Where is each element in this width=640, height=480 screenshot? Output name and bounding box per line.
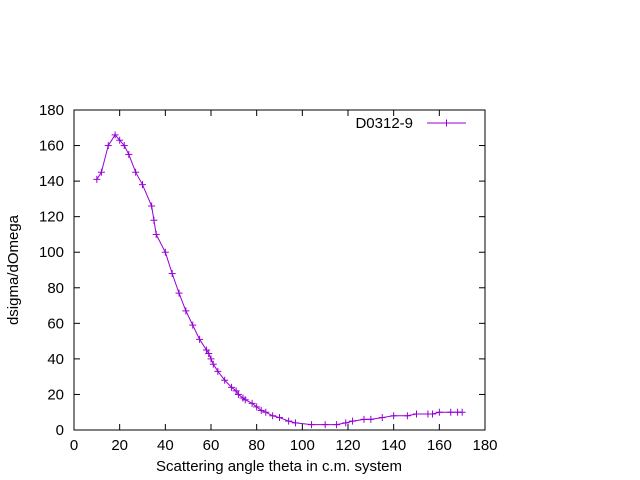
data-point	[321, 421, 329, 429]
y-axis-label: dsigma/dOmega	[5, 214, 22, 325]
y-tick-label: 100	[39, 244, 64, 261]
data-point	[125, 150, 133, 158]
data-point	[139, 181, 146, 189]
data-point	[403, 412, 411, 420]
data-point	[148, 202, 156, 210]
x-tick-label: 100	[290, 437, 315, 454]
data-point	[116, 136, 124, 144]
data-point	[232, 387, 240, 395]
data-point	[97, 168, 105, 176]
data-point	[175, 289, 183, 297]
y-tick-labels: 0 20 40 60 80 100 120 140 160 180	[39, 102, 64, 439]
data-point	[413, 410, 420, 418]
data-point	[285, 417, 293, 425]
data-point	[221, 376, 229, 384]
legend: D0312-9	[355, 115, 466, 132]
data-point	[342, 419, 350, 427]
data-point	[234, 390, 242, 398]
data-point	[428, 410, 436, 418]
data-point	[253, 403, 261, 411]
plot-frame	[73, 109, 486, 431]
data-point	[367, 415, 375, 423]
x-tick-label: 60	[203, 437, 220, 454]
x-tick-label: 0	[70, 437, 78, 454]
data-point	[214, 367, 222, 375]
y-tick-label: 80	[47, 280, 64, 297]
data-point	[458, 408, 466, 416]
y-tick-label: 0	[56, 422, 64, 439]
x-tick-label: 160	[427, 437, 452, 454]
data-point	[202, 346, 210, 354]
data-point	[132, 168, 140, 176]
data-point	[241, 396, 249, 404]
y-tick-label: 120	[39, 209, 64, 226]
data-point	[152, 230, 160, 238]
data-point	[189, 321, 197, 329]
x-tick-label: 120	[335, 437, 360, 454]
data-point	[378, 414, 386, 422]
data-point	[161, 248, 169, 256]
data-point	[291, 419, 299, 427]
data-point	[276, 414, 283, 422]
data-point	[104, 142, 112, 150]
data-point	[333, 421, 341, 429]
data-point	[262, 408, 270, 416]
data-point	[349, 417, 357, 425]
series-layer	[93, 131, 466, 429]
axis-ticks	[73, 109, 486, 431]
data-point	[307, 421, 315, 429]
data-point	[207, 355, 215, 363]
x-tick-labels: 0 20 40 60 80 100 120 140 160 180	[70, 437, 498, 454]
data-point	[248, 399, 256, 407]
y-tick-label: 140	[39, 173, 64, 190]
x-tick-label: 20	[111, 437, 128, 454]
data-point	[390, 412, 398, 420]
y-tick-label: 20	[47, 386, 64, 403]
data-point	[209, 360, 217, 368]
y-tick-label: 40	[47, 351, 64, 368]
data-point	[196, 335, 204, 343]
data-point	[447, 408, 455, 416]
legend-label: D0312-9	[355, 115, 413, 132]
data-point	[111, 131, 119, 139]
data-point	[257, 406, 265, 414]
legend-marker	[443, 119, 450, 127]
y-tick-label: 180	[39, 102, 64, 119]
data-point	[435, 408, 443, 416]
data-point	[150, 216, 158, 224]
series-line	[96, 134, 463, 426]
x-tick-label: 140	[381, 437, 406, 454]
data-point	[93, 175, 101, 183]
x-axis-label: Scattering angle theta in c.m. system	[156, 458, 402, 475]
y-tick-label: 60	[47, 315, 64, 332]
data-point	[205, 350, 213, 358]
data-point	[120, 142, 128, 150]
x-tick-label: 80	[248, 437, 265, 454]
y-tick-label: 160	[39, 138, 64, 155]
data-point	[168, 270, 176, 278]
x-tick-label: 180	[472, 437, 497, 454]
data-point	[360, 415, 368, 423]
data-point	[182, 307, 190, 315]
x-tick-label: 40	[157, 437, 174, 454]
data-point	[269, 412, 277, 420]
data-point	[228, 383, 236, 391]
